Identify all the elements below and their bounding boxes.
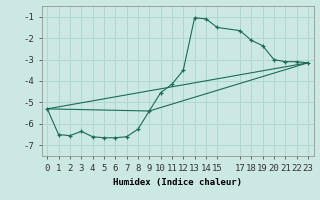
X-axis label: Humidex (Indice chaleur): Humidex (Indice chaleur) bbox=[113, 178, 242, 187]
